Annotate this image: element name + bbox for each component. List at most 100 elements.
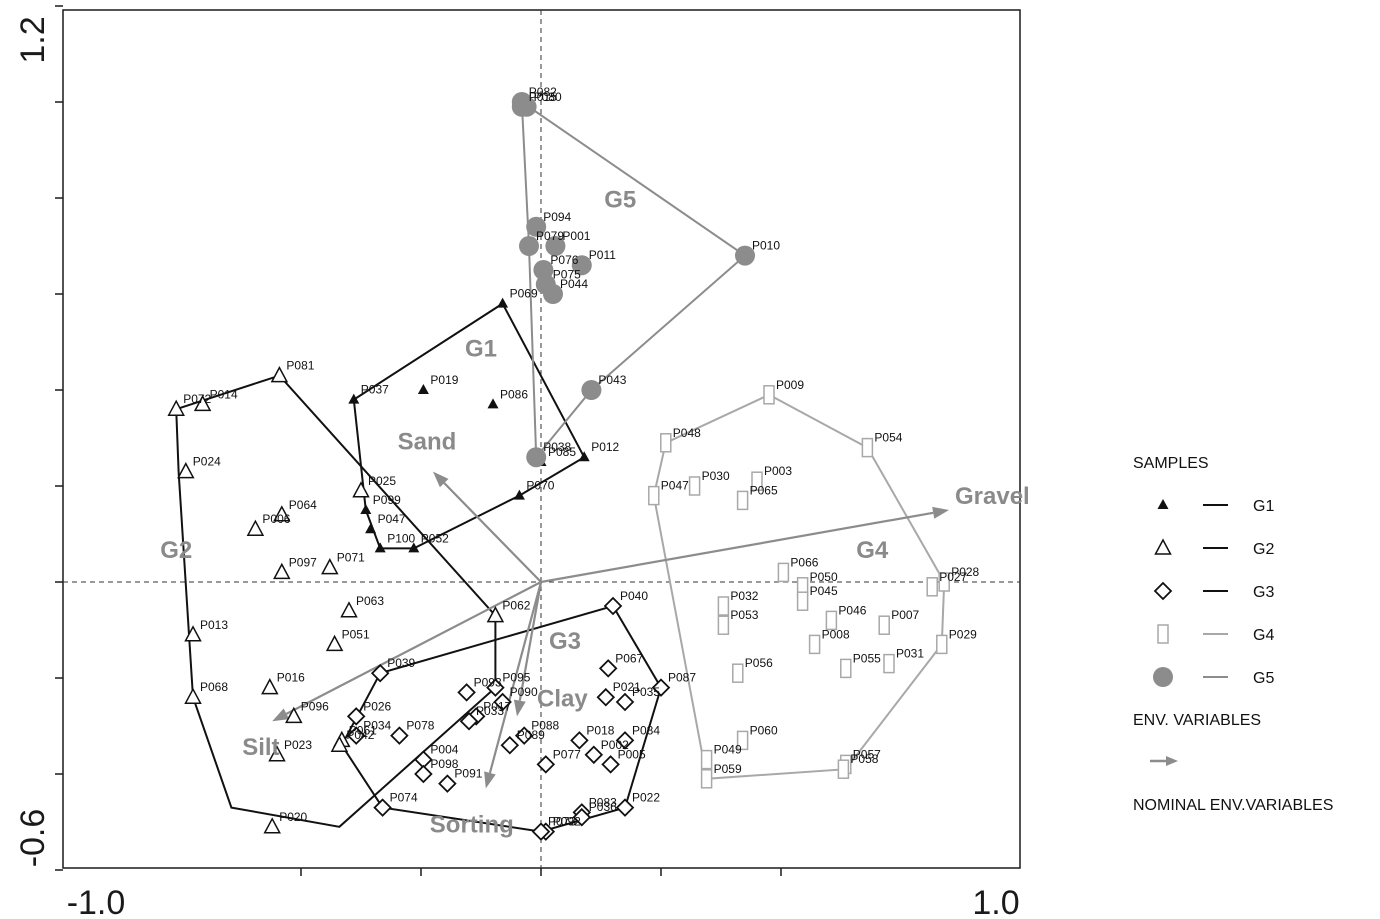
marker-p043 [581,380,602,400]
marker-p084 [615,731,635,750]
marker-p003 [751,471,763,491]
group-label-g2: G2 [160,537,192,564]
env-label-silt: Silt [242,734,279,761]
legend-marker-g3 [1153,581,1173,601]
marker-p021 [596,687,616,707]
marker-p098 [414,764,433,784]
label-p040: P040 [620,589,648,603]
label-p010: P010 [752,239,780,253]
marker-p047 [648,485,660,506]
marker-p008 [808,634,821,655]
label-p039: P039 [387,656,415,670]
label-p034: P034 [363,719,391,733]
marker-p077 [536,755,556,774]
marker-p096 [285,706,303,724]
label-p067: P067 [615,651,643,665]
marker-p029 [936,634,948,655]
label-p066: P066 [790,555,818,569]
marker-p045 [796,591,809,611]
y-tick-max: 1.2 [14,16,52,63]
label-p078: P078 [406,719,434,733]
marker-p066 [777,562,790,583]
marker-p086 [487,398,499,409]
label-p022: P022 [632,791,660,805]
label-p020: P020 [279,810,307,824]
marker-p016 [261,678,279,695]
label-p037: P037 [361,383,389,397]
marker-p054 [861,437,874,458]
legend: SAMPLES G1 G2 G3 G4 G5 ENV. VARIABLES NOMINA… [1133,455,1333,814]
label-p056: P056 [745,656,773,670]
marker-p028 [938,572,950,592]
group-label-g3: G3 [549,628,581,655]
label-p046: P046 [838,603,866,617]
marker-p053 [717,615,730,635]
label-p061: P061 [349,723,377,737]
label-p008: P008 [822,627,850,641]
marker-p095 [486,678,505,697]
label-p044: P044 [560,277,588,291]
label-p065: P065 [750,483,778,497]
label-p023: P023 [284,738,312,752]
legend-text-g3: G3 [1253,584,1274,601]
legend-text-g4: G4 [1253,627,1274,644]
marker-p094 [526,216,547,237]
label-p003: P003 [764,464,792,478]
label-p007: P007 [891,608,919,622]
label-p098: P098 [430,757,458,771]
legend-text-g2: G2 [1253,541,1274,558]
label-p058: P058 [850,752,878,766]
label-p090: P090 [510,685,538,699]
label-p024: P024 [193,455,221,469]
marker-p056 [732,663,744,683]
label-p084: P084 [632,723,660,737]
label-p068: P068 [200,680,228,694]
env-label-clay: Clay [537,685,588,712]
marker-p011 [571,255,592,276]
label-p047: P047 [378,512,406,526]
label-p088: P088 [531,719,559,733]
marker-p078 [390,726,409,745]
marker-p033 [459,711,479,731]
label-p064: P064 [289,498,317,512]
marker-p009 [763,385,775,405]
marker-p055 [840,658,852,679]
marker-p047 [365,523,377,534]
group-label-g4: G4 [856,537,889,564]
marker-p023 [268,745,286,762]
marker-p073 [531,822,551,841]
label-p033: P033 [476,704,504,718]
env-label-sand: Sand [398,429,457,456]
label-p070: P070 [526,479,554,493]
marker-p032 [717,596,730,616]
label-p016: P016 [277,671,305,685]
label-p069: P069 [510,287,538,301]
label-p026: P026 [363,699,391,713]
marker-p038 [526,447,547,468]
hull-g2 [175,374,497,828]
marker-p001 [545,236,566,256]
marker-p100 [374,542,386,553]
marker-p010 [735,245,755,266]
marker-p018 [570,731,589,750]
legend-text-g1: G1 [1253,498,1274,515]
label-p050: P050 [810,570,838,584]
label-p006: P006 [262,512,290,526]
label-p018: P018 [586,723,614,737]
marker-p019 [417,384,429,394]
marker-p022 [615,798,635,817]
marker-p058 [837,759,850,779]
label-p028: P028 [951,565,979,579]
marker-p025 [352,481,370,498]
label-p076: P076 [550,253,578,267]
marker-p051 [325,634,344,652]
arrow-sand [433,471,542,583]
group-label-g1: G1 [465,335,497,362]
x-tick-max: 1.0 [972,884,1019,919]
legend-entry-g3: G3 [1153,581,1274,601]
legend-env-title: ENV. VARIABLES [1133,712,1261,729]
label-p014: P014 [210,387,238,401]
label-p096: P096 [301,699,329,713]
label-p092: P092 [553,815,581,829]
label-p071: P071 [337,551,365,565]
